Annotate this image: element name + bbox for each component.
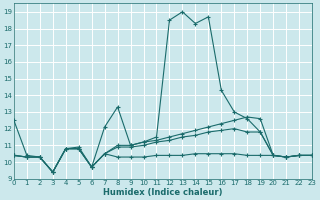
X-axis label: Humidex (Indice chaleur): Humidex (Indice chaleur) [103, 188, 223, 197]
